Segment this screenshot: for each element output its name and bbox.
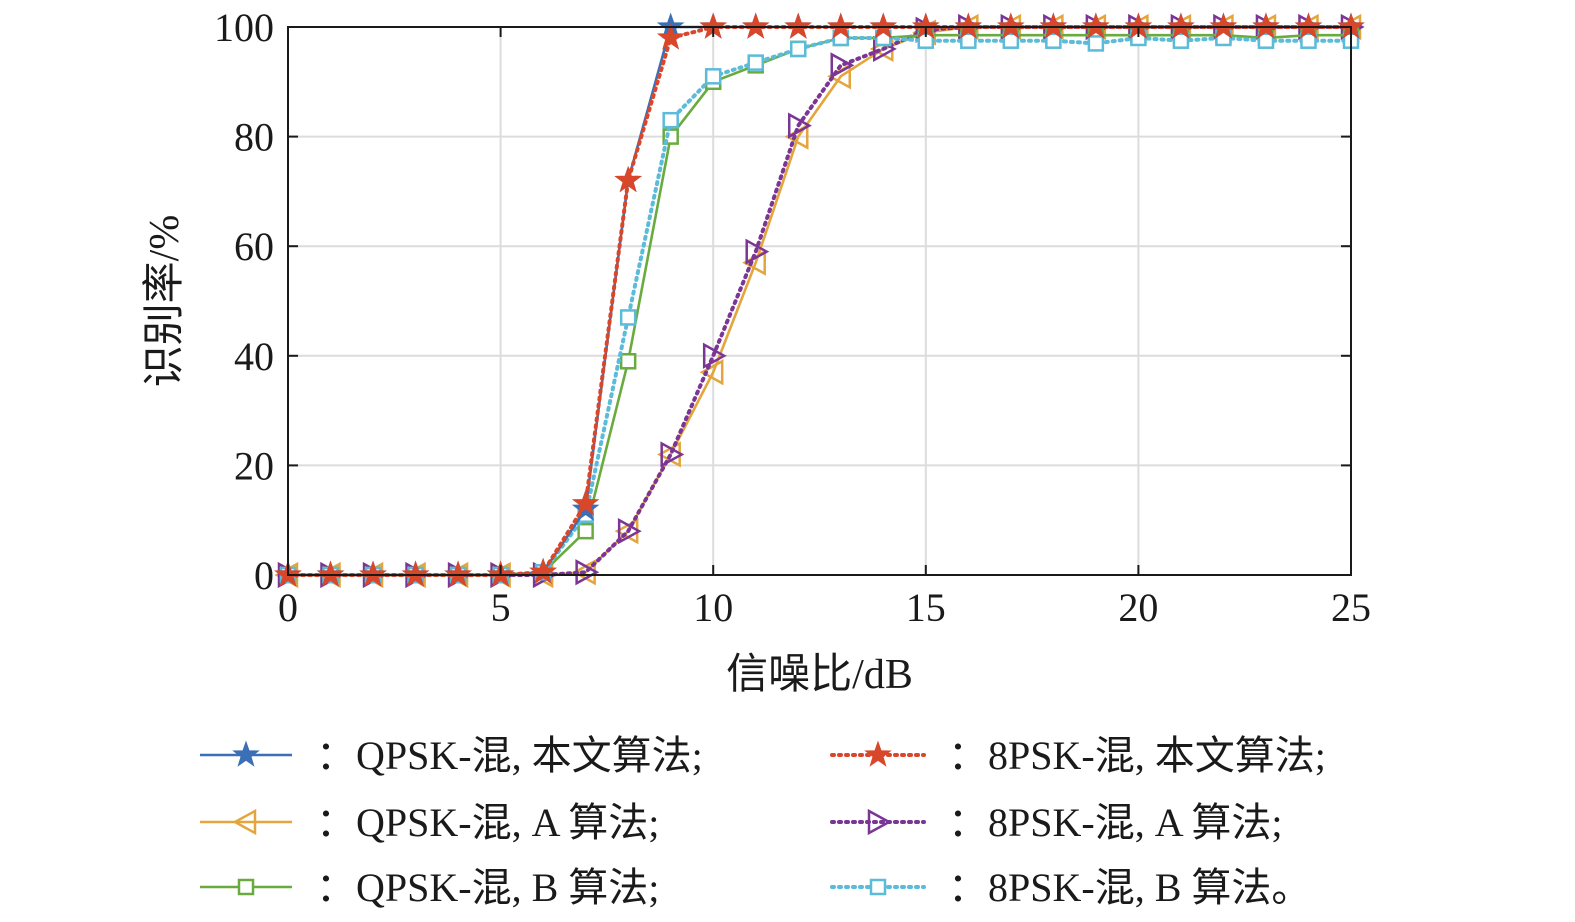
legend-marker	[237, 878, 255, 896]
y-tick-label: 80	[234, 115, 274, 160]
series-4	[277, 13, 1365, 589]
data-point	[747, 54, 764, 71]
legend-entry: ：QPSK-混, 本文算法;	[200, 733, 703, 778]
y-tick-label: 100	[214, 5, 274, 50]
data-point	[789, 40, 807, 58]
data-point	[826, 12, 855, 39]
data-point	[1209, 12, 1238, 39]
data-point	[529, 557, 557, 585]
data-point	[997, 12, 1025, 39]
series-6	[279, 29, 1360, 584]
axis-ticks: 0 5 10 15 20 25 0 20 40 60 80 100	[214, 5, 1371, 630]
legend-entry: ：QPSK-混, A 算法;	[200, 800, 659, 845]
x-tick-label: 25	[1331, 585, 1371, 630]
legend-label: ：8PSK-混, 本文算法;	[948, 733, 1326, 778]
series-line	[288, 25, 1351, 577]
data-point	[571, 489, 600, 516]
data-point	[741, 12, 770, 39]
series-line	[288, 25, 1351, 577]
legend-entry: ：QPSK-混, B 算法;	[200, 865, 659, 910]
series-line	[286, 25, 1353, 577]
legend-marker	[867, 808, 892, 836]
series-layer	[274, 12, 1365, 589]
data-point	[704, 68, 722, 85]
series-line	[288, 33, 1351, 577]
legend-marker	[864, 740, 892, 767]
data-point	[617, 518, 642, 545]
data-point	[745, 238, 770, 265]
legend-entry: ：8PSK-混, A 算法;	[830, 800, 1283, 845]
legend-label: ：QPSK-混, B 算法;	[316, 865, 659, 910]
x-axis-label: 信噪比/dB	[726, 652, 913, 698]
series-1	[274, 12, 1365, 587]
data-point	[1082, 12, 1110, 39]
data-point	[699, 359, 724, 386]
data-point	[444, 560, 472, 587]
legend-entry: ：8PSK-混, B 算法。	[830, 865, 1311, 910]
data-point	[954, 12, 983, 39]
y-tick-label: 20	[234, 443, 274, 488]
data-point	[1167, 12, 1195, 39]
grid-lines	[287, 26, 1352, 576]
legend-marker	[869, 878, 887, 896]
legend-label: ：8PSK-混, A 算法;	[948, 800, 1283, 845]
data-point	[1300, 32, 1317, 49]
data-point	[787, 112, 812, 139]
y-tick-label: 0	[254, 553, 274, 598]
data-point	[960, 32, 977, 49]
legend-label: ：8PSK-混, B 算法。	[948, 865, 1311, 910]
y-tick-label: 60	[234, 224, 274, 269]
data-point	[577, 522, 594, 540]
y-axis-label: 识别率/%	[141, 215, 188, 388]
legend-marker	[232, 740, 260, 767]
data-point	[401, 560, 430, 587]
data-point	[1045, 32, 1062, 49]
legend-marker	[232, 808, 257, 836]
data-point	[1039, 12, 1068, 39]
x-tick-label: 5	[491, 585, 511, 630]
data-point	[614, 165, 642, 193]
legend-label: ：QPSK-混, A 算法;	[316, 800, 659, 845]
legend-label: ：QPSK-混, 本文算法;	[316, 733, 703, 778]
series-2	[274, 12, 1365, 587]
data-point	[784, 12, 813, 39]
plot-area-frame	[287, 26, 1352, 576]
series-line	[286, 25, 1353, 577]
series-3	[274, 13, 1362, 589]
data-point	[660, 441, 685, 468]
y-tick-label: 40	[234, 334, 274, 379]
data-point	[316, 560, 345, 587]
series-5	[279, 26, 1360, 584]
data-point	[1172, 32, 1190, 49]
x-tick-label: 20	[1118, 585, 1158, 630]
legend: ：QPSK-混, 本文算法; ：8PSK-混, 本文算法; ：QPSK-混, A 算…	[200, 733, 1326, 910]
data-point	[656, 23, 685, 50]
legend-entry: ：8PSK-混, 本文算法;	[830, 733, 1326, 778]
data-point	[830, 52, 855, 79]
data-point	[1252, 12, 1280, 39]
data-point	[1087, 35, 1105, 52]
data-point	[662, 111, 679, 129]
data-point	[1002, 32, 1020, 49]
data-point	[702, 342, 727, 369]
series-line	[286, 35, 1353, 577]
data-point	[1257, 32, 1275, 49]
x-tick-label: 10	[693, 585, 733, 630]
data-point	[869, 12, 898, 39]
data-point	[575, 559, 600, 586]
x-tick-label: 0	[278, 585, 298, 630]
x-tick-label: 15	[906, 585, 946, 630]
data-point	[619, 353, 637, 370]
data-point	[619, 309, 637, 326]
data-point	[1294, 12, 1323, 39]
data-point	[359, 560, 387, 587]
